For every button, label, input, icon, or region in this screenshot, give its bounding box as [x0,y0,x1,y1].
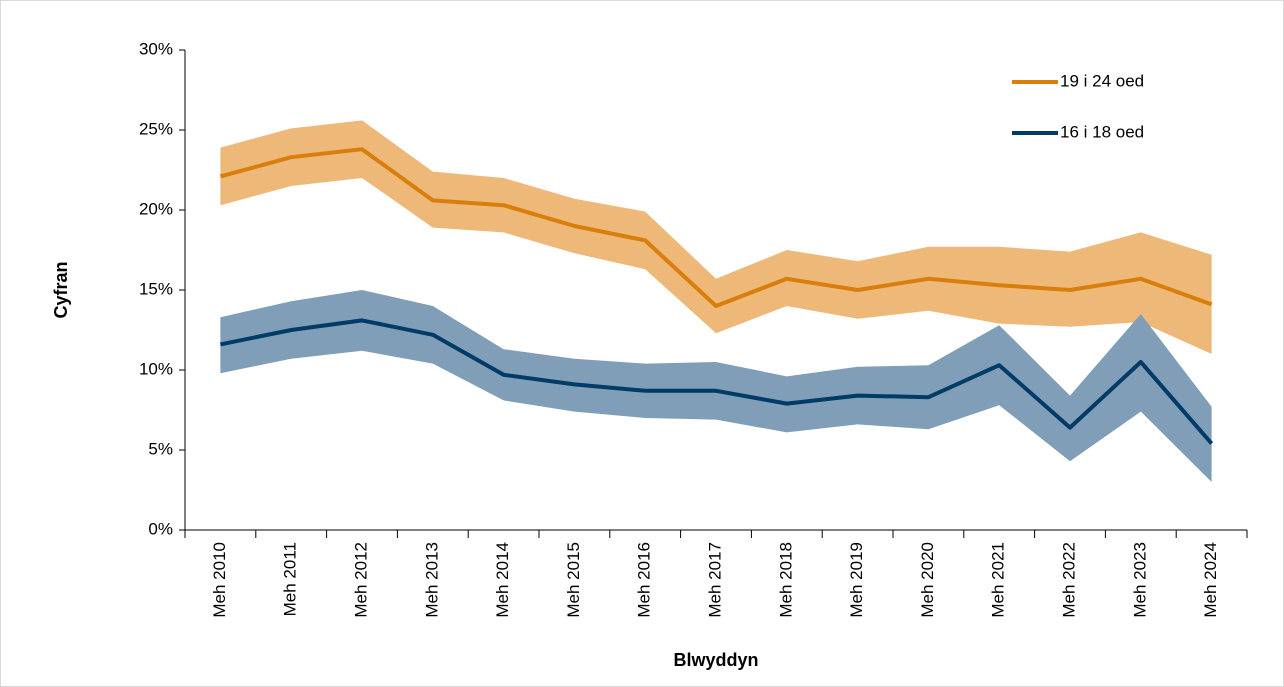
y-tick-label: 5% [148,439,173,458]
x-tick-label: Meh 2016 [635,542,654,618]
y-tick-label: 25% [139,119,173,138]
confidence-band [220,290,1212,482]
x-tick-label: Meh 2012 [351,542,370,618]
x-tick-label: Meh 2011 [281,542,300,616]
x-tick-label: Meh 2021 [989,542,1008,618]
y-tick-label: 0% [148,519,173,538]
x-tick-label: Meh 2015 [564,542,583,618]
legend-label: 19 i 24 oed [1060,71,1144,90]
confidence-band [220,120,1212,355]
legend-label: 16 i 18 oed [1060,122,1144,141]
x-tick-label: Meh 2010 [210,542,229,618]
y-tick-label: 30% [139,39,173,58]
y-tick-label: 10% [139,359,173,378]
x-tick-label: Meh 2014 [493,542,512,618]
y-tick-label: 20% [139,199,173,218]
series-line [220,318,1214,445]
x-tick-label: Meh 2013 [422,542,441,618]
y-axis-title: Cyfran [51,261,71,318]
x-tick-label: Meh 2018 [776,542,795,618]
x-tick-label: Meh 2019 [847,542,866,618]
y-tick-label: 15% [139,279,173,298]
series-line [219,147,1213,308]
x-tick-label: Meh 2022 [1059,542,1078,618]
x-tick-label: Meh 2020 [918,542,937,618]
x-tick-label: Meh 2024 [1201,542,1220,618]
x-tick-label: Meh 2023 [1130,542,1149,618]
x-tick-label: Meh 2017 [705,542,724,618]
x-axis-title: Blwyddyn [673,650,758,670]
